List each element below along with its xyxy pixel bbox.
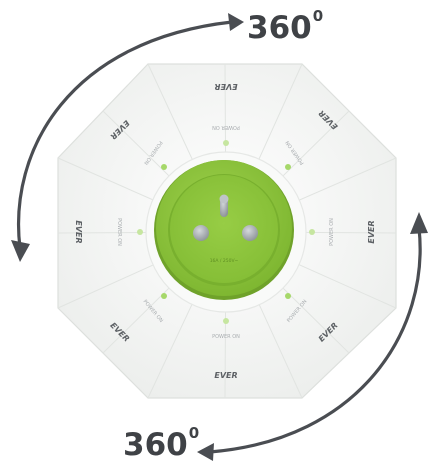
socket-rating: 16A / 250V~ — [210, 258, 239, 264]
curved-arrow-icon — [17, 20, 234, 250]
led-dot — [285, 293, 291, 299]
rotation-label-top: 3600 — [247, 8, 323, 46]
rotation-value: 360 — [123, 427, 188, 463]
curved-arrow-icon — [208, 226, 422, 454]
arrow-head-icon — [410, 212, 428, 234]
outlet-label: POWER ON — [212, 334, 240, 340]
degree-mark: 0 — [312, 6, 324, 25]
degree-mark: 0 — [188, 423, 200, 442]
socket-hole-left — [193, 225, 209, 241]
rotation-label-bottom: 3600 — [123, 425, 199, 463]
arrow-head-icon — [11, 240, 30, 262]
led-indicators — [137, 140, 315, 324]
led-dot — [223, 140, 229, 146]
led-dot — [161, 293, 167, 299]
arrow-head-icon — [228, 13, 244, 31]
led-dot — [223, 318, 229, 324]
socket-hole-right — [242, 225, 258, 241]
led-dot — [285, 164, 291, 170]
brand-label: EVER — [214, 371, 237, 380]
led-dot — [161, 164, 167, 170]
green-socket: 16A / 250V~ — [154, 160, 294, 300]
arrow-head-icon — [197, 443, 214, 461]
outlet-label: POWER ON — [212, 124, 240, 130]
brand-label: EVER — [214, 82, 237, 91]
outlet-label: POWER ON — [116, 218, 122, 246]
brand-label: EVER — [367, 220, 376, 243]
led-dot — [309, 229, 315, 235]
outlet-label: POWER ON — [329, 218, 335, 246]
rotation-value: 360 — [247, 10, 312, 46]
led-dot — [137, 229, 143, 235]
brand-label: EVER — [74, 220, 83, 243]
